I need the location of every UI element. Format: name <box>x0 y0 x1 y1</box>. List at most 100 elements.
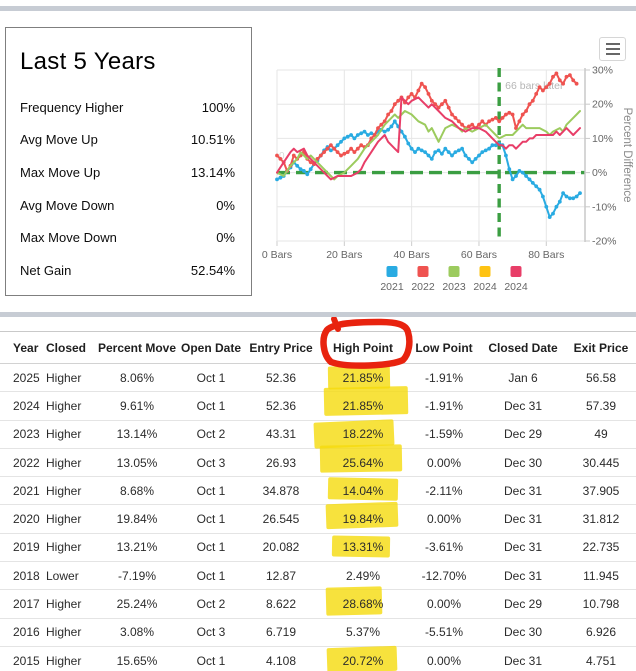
chart-menu-button[interactable] <box>599 37 626 61</box>
series-marker <box>443 146 448 151</box>
legend-item-2023[interactable]: 2023 <box>442 266 466 293</box>
table-row-2018: 2018 Lower -7.19% Oct 1 12.87 2.49% -12.70% Dec… <box>0 561 636 591</box>
series-marker <box>578 191 582 196</box>
stats-panel: Last 5 Years Frequency Higher 100% Avg Mov… <box>5 27 252 296</box>
high-point-value: 5.37% <box>345 625 381 640</box>
y-axis-title: Percent Difference <box>621 107 633 202</box>
series-marker <box>541 88 545 93</box>
table-cell: 2020 <box>0 504 40 534</box>
table-cell: 21.85% <box>318 386 409 421</box>
series-marker <box>305 172 310 177</box>
series-marker <box>554 71 559 76</box>
table-cell: 8.68% <box>96 476 178 506</box>
table-row-2015: 2015 Higher 15.65% Oct 1 4.108 20.72% 0.00% Dec… <box>0 645 636 671</box>
series-marker <box>477 122 481 127</box>
table-cell: Higher <box>40 618 96 647</box>
table-cell: Jan 6 <box>480 363 566 393</box>
series-marker <box>429 98 434 103</box>
stat-value: 0% <box>216 230 235 246</box>
table-cell: 2.49% <box>318 561 408 591</box>
series-marker <box>557 199 562 204</box>
series-marker <box>510 177 515 182</box>
series-marker <box>406 95 411 100</box>
table-cell: 19.84% <box>96 504 178 534</box>
series-marker <box>366 133 370 137</box>
series-marker <box>574 194 579 199</box>
series-marker <box>561 81 565 86</box>
series-marker <box>349 146 353 151</box>
table-cell: 2018 <box>0 561 40 591</box>
series-marker <box>335 150 340 154</box>
series-marker <box>386 127 390 132</box>
bars-later-label: 66 bars later <box>505 80 564 92</box>
stats-title: Last 5 Years <box>20 48 156 75</box>
table-cell: Lower <box>40 561 96 591</box>
series-marker <box>551 211 555 216</box>
table-cell: 5.37% <box>318 618 408 647</box>
table-cell: 2023 <box>0 420 40 449</box>
table-cell: Higher <box>40 391 96 421</box>
table-cell: 2021 <box>0 476 40 506</box>
table-cell: 25.24% <box>96 589 178 619</box>
series-marker <box>403 134 407 139</box>
table-row-2020: 2020 Higher 19.84% Oct 1 26.545 19.84% 0.00% De… <box>0 502 636 534</box>
legend-item-2021[interactable]: 2021 <box>380 266 404 293</box>
series-marker <box>291 153 296 158</box>
series-marker <box>530 181 535 185</box>
series-marker <box>568 73 572 77</box>
legend-label: 2024 <box>473 281 497 293</box>
series-marker <box>342 136 347 141</box>
series-marker <box>467 124 471 129</box>
series-marker <box>467 157 471 161</box>
stat-label: Frequency Higher <box>20 99 124 115</box>
series-marker <box>456 148 461 153</box>
table-cell: Oct 2 <box>178 589 244 619</box>
table-cell: 34.878 <box>244 476 318 506</box>
legend-item-2024[interactable]: 2024 <box>504 266 528 293</box>
table-row-2022: 2022 Higher 13.05% Oct 3 26.93 25.64% 0.00% Dec… <box>0 444 636 478</box>
column-header-low-point: Low Point <box>408 331 480 364</box>
series-marker <box>544 204 549 209</box>
series-marker <box>507 167 512 172</box>
series-marker <box>440 102 444 107</box>
series-marker <box>547 81 552 86</box>
table-row-2024: 2024 Higher 9.61% Oct 1 52.36 21.85% -1.91% Dec… <box>0 386 636 421</box>
table-cell: 13.14% <box>96 420 178 449</box>
legend-label: 2024 <box>504 281 528 293</box>
table-cell: Oct 1 <box>178 504 244 534</box>
column-header-year: Year <box>0 331 40 364</box>
column-header-percent-move: Percent Move <box>96 331 178 364</box>
series-marker <box>564 74 569 79</box>
table-cell: 30.445 <box>566 448 636 478</box>
high-point-value: 13.31% <box>342 540 384 555</box>
series-marker <box>520 170 525 175</box>
series-marker <box>524 174 528 178</box>
series-marker <box>544 85 549 89</box>
header-row: Year Closed Percent Move Open Date Entry Pri… <box>0 316 636 369</box>
column-header-open-date: Open Date <box>178 331 244 364</box>
series-marker <box>507 110 512 115</box>
series-marker <box>389 124 394 129</box>
series-marker <box>386 112 390 117</box>
legend-item-2024[interactable]: 2024 <box>473 266 497 293</box>
series-marker <box>493 143 498 148</box>
table-cell: 2017 <box>0 589 40 619</box>
stat-row: Max Move Down 0% <box>6 221 251 254</box>
series-marker <box>426 92 431 96</box>
series-marker <box>392 102 397 107</box>
series-marker <box>534 184 539 189</box>
series-marker <box>446 150 451 154</box>
series-marker <box>510 112 515 117</box>
legend-item-2022[interactable]: 2022 <box>411 266 435 293</box>
table-cell: Dec 30 <box>480 448 566 478</box>
table-row-2023: 2023 Higher 13.14% Oct 2 43.31 18.22% -1.59% De… <box>0 418 636 449</box>
table-cell: 6.719 <box>244 618 318 647</box>
series-marker <box>332 146 337 151</box>
table-cell: Oct 3 <box>178 618 244 647</box>
series-marker <box>308 160 313 165</box>
series-marker <box>275 177 279 182</box>
series-marker <box>329 148 333 153</box>
legend-label: 2021 <box>380 281 404 293</box>
table-cell: 26.545 <box>244 504 318 534</box>
